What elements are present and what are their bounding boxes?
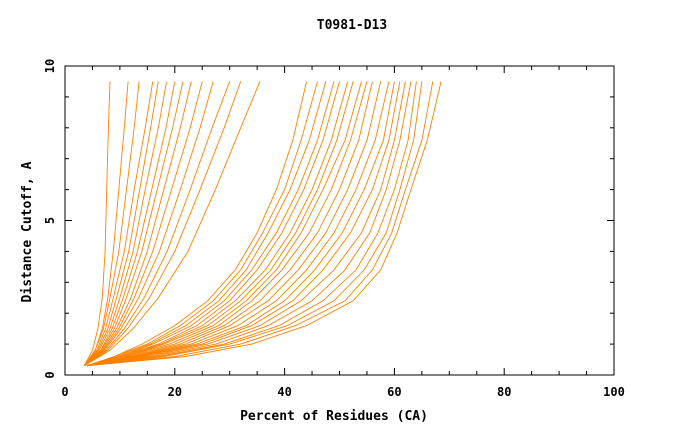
series-line-19 xyxy=(86,81,340,367)
series-line-21 xyxy=(86,81,354,367)
series-line-3 xyxy=(83,81,140,366)
series-line-34 xyxy=(86,81,442,367)
series-line-7 xyxy=(83,81,176,367)
series-line-4 xyxy=(83,81,154,366)
x-tick-label: 0 xyxy=(61,385,68,399)
series-line-16 xyxy=(86,81,318,367)
series-line-1 xyxy=(83,81,111,366)
series-line-11 xyxy=(83,81,214,367)
series-line-15 xyxy=(86,81,308,367)
y-tick-label: 0 xyxy=(43,371,57,378)
x-axis-label: Percent of Residues (CA) xyxy=(240,409,428,424)
series-line-18 xyxy=(86,81,335,367)
y-tick-label: 5 xyxy=(43,217,57,224)
series-line-13 xyxy=(83,81,242,367)
series-line-33 xyxy=(86,81,434,367)
series-line-30 xyxy=(86,81,412,367)
series-line-23 xyxy=(86,81,368,367)
series-line-20 xyxy=(86,81,349,367)
y-tick-label: 10 xyxy=(43,59,57,73)
series-line-12 xyxy=(83,81,231,367)
x-tick-label: 60 xyxy=(387,385,401,399)
series-line-26 xyxy=(86,81,390,367)
series-line-28 xyxy=(86,81,401,367)
series-line-29 xyxy=(86,81,406,367)
x-tick-label: 80 xyxy=(497,385,511,399)
y-axis-label: Distance Cutoff, A xyxy=(20,161,35,302)
tick-labels: 0 20 40 60 80 100 0 5 10 xyxy=(43,59,625,399)
series-line-32 xyxy=(86,81,423,367)
series-line-22 xyxy=(86,81,362,367)
series-line-5 xyxy=(83,81,159,366)
series-line-17 xyxy=(86,81,327,367)
series-line-31 xyxy=(86,81,417,367)
series-line-9 xyxy=(83,81,192,367)
x-tick-label: 20 xyxy=(168,385,182,399)
series-line-27 xyxy=(86,81,395,367)
curves-group xyxy=(83,81,442,367)
series-line-10 xyxy=(83,81,203,367)
series-line-8 xyxy=(83,81,184,367)
series-line-14 xyxy=(83,81,261,367)
x-tick-label: 100 xyxy=(603,385,625,399)
series-line-24 xyxy=(86,81,373,367)
plot-frame xyxy=(64,65,615,376)
series-line-6 xyxy=(83,81,168,367)
series-line-25 xyxy=(86,81,382,367)
x-tick-label: 40 xyxy=(277,385,291,399)
chart-title: T0981-D13 xyxy=(317,18,387,33)
